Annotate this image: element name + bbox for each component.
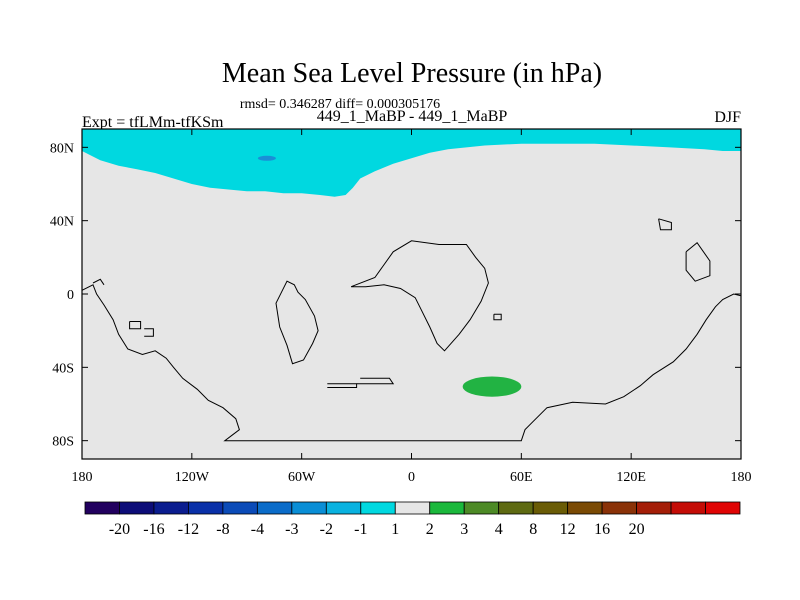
colorbar-label: 2 [426, 521, 434, 538]
colorbar-swatch [705, 501, 741, 515]
colorbar-label: 20 [629, 521, 645, 538]
anomaly-arctic-core [257, 155, 276, 161]
colorbar-label: 1 [391, 521, 399, 538]
colorbar-swatch [360, 501, 396, 515]
colorbar-swatch [463, 501, 500, 515]
y-tick-label: 40S [52, 361, 74, 376]
colorbar-swatch [601, 501, 637, 515]
x-tick-label: 180 [731, 470, 752, 485]
y-tick-label: 80N [50, 141, 74, 156]
colorbar-swatch [222, 501, 258, 515]
center-label: 449_1_MaBP - 449_1_MaBP [317, 108, 508, 125]
coastline-7 [493, 313, 502, 321]
chart-title: Mean Sea Level Pressure (in hPa) [222, 58, 602, 89]
chart-subtitle: rmsd= 0.346287 diff= 0.000305176 [240, 97, 440, 112]
colorbar-swatch [84, 501, 120, 515]
colorbar-swatch [119, 501, 155, 515]
colorbar: -20 -16 -12 -8 -4 -3 -2 -1 1 2 3 4 8 12 16 20 [84, 501, 741, 538]
coastline-8 [92, 278, 105, 286]
anomaly-southern-ocean-high [462, 376, 522, 397]
left-label: Expt = tfLMm-tfKSm [82, 114, 224, 131]
coastline-9 [658, 218, 672, 231]
anomaly-arctic-low [82, 129, 741, 197]
coastline-0 [82, 284, 741, 442]
colorbar-label: 4 [495, 521, 503, 538]
coastline-10 [685, 241, 711, 282]
colorbar-swatch [291, 501, 327, 515]
anomaly-layer [82, 129, 741, 397]
colorbar-swatch [567, 501, 603, 515]
colorbar-label: 12 [560, 521, 576, 538]
colorbar-swatch [153, 501, 189, 515]
x-tick-label: 60E [510, 470, 533, 485]
colorbar-swatch [325, 501, 362, 515]
x-tick-label: 120E [616, 470, 646, 485]
y-tick-label: 0 [67, 288, 74, 303]
colorbar-label: -12 [178, 521, 199, 538]
y-tick-label: 80S [52, 435, 74, 450]
colorbar-label: -4 [251, 521, 264, 538]
colorbar-label: 8 [529, 521, 537, 538]
coastline-2 [350, 240, 489, 352]
colorbar-label: -1 [354, 521, 367, 538]
colorbar-swatch [498, 501, 534, 515]
colorbar-swatch [670, 501, 706, 515]
colorbar-swatch [394, 501, 431, 515]
coastline-1 [275, 280, 319, 365]
colorbar-label: -2 [320, 521, 333, 538]
colorbar-label: 3 [460, 521, 468, 538]
coastline-4 [327, 383, 358, 388]
colorbar-label: -8 [216, 521, 229, 538]
x-tick-label: 180 [72, 470, 93, 485]
colorbar-swatch [429, 501, 465, 515]
coastline-layer [82, 218, 741, 442]
colorbar-label: -16 [143, 521, 164, 538]
colorbar-label: -20 [109, 521, 130, 538]
coastline-5 [129, 321, 142, 330]
coastline-6 [144, 328, 154, 337]
colorbar-label: 16 [594, 521, 610, 538]
colorbar-swatch [636, 501, 672, 515]
x-tick-label: 120W [175, 470, 210, 485]
right-label: DJF [714, 109, 741, 126]
x-tick-label: 0 [408, 470, 415, 485]
y-tick-label: 40N [50, 215, 74, 230]
coastline-3 [356, 377, 395, 385]
axis-ticks: 180 120W 60W 0 60E 120E 180 80N 40N 0 40S 80S [50, 129, 752, 485]
x-tick-label: 60W [288, 470, 316, 485]
colorbar-label: -3 [285, 521, 298, 538]
colorbar-swatch [256, 501, 293, 515]
colorbar-swatch [532, 501, 569, 515]
colorbar-swatch [188, 501, 224, 515]
